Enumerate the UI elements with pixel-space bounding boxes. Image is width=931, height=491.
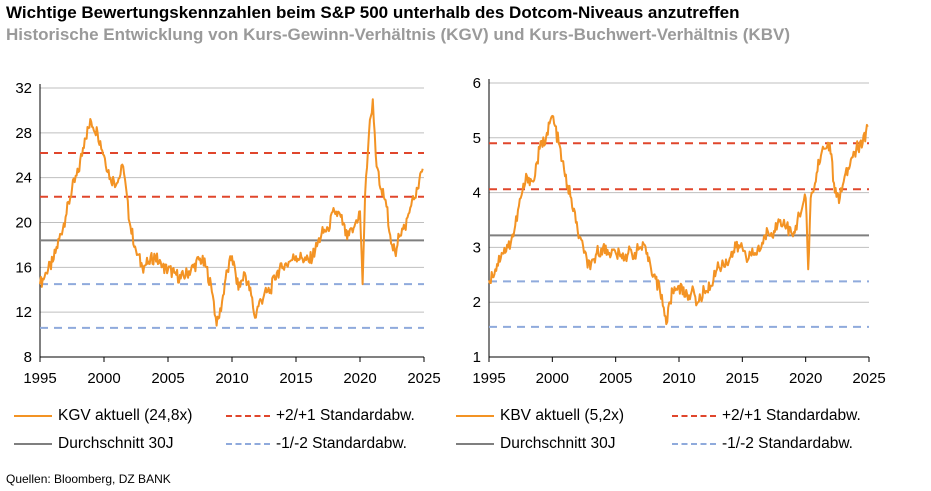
source-note: Quellen: Bloomberg, DZ BANK (6, 472, 171, 486)
x-tick-label: 2020 (343, 370, 376, 387)
x-tick-label: 2015 (279, 370, 312, 387)
x-tick-label: 2010 (662, 370, 695, 387)
kgv-chart: 8 12 16 20 24 28 32 1995 2000 2005 2010 2015 2020 202… (15, 80, 440, 387)
legend-swatch (456, 415, 494, 417)
x-tick-label: 1995 (472, 370, 505, 387)
y-tick-label: 1 (473, 349, 481, 366)
y-tick-label: 32 (15, 80, 32, 97)
legend-label: Durchschnitt 30J (58, 435, 174, 452)
y-tick-label: 12 (15, 304, 32, 321)
y-tick-label: 6 (473, 75, 481, 92)
legend-swatch (14, 443, 52, 445)
legend-label: +2/+1 Standardabw. (722, 407, 861, 424)
legend-swatch (226, 443, 270, 445)
x-tick-label: 2010 (215, 370, 248, 387)
y-tick-label: 4 (473, 185, 481, 202)
x-tick-label: 2000 (87, 370, 120, 387)
y-tick-label: 5 (473, 130, 481, 147)
x-tick-label: 2025 (852, 370, 885, 387)
y-tick-label: 3 (473, 239, 481, 256)
x-tick-label: 2000 (536, 370, 569, 387)
legend-kbv-actual: KBV aktuell (5,2x) (456, 407, 624, 425)
legend-label: Durchschnitt 30J (500, 435, 616, 452)
legend-kgv-actual: KGV aktuell (24,8x) (14, 407, 192, 425)
x-tick-label: 1995 (23, 370, 56, 387)
x-tick-label: 2020 (789, 370, 822, 387)
legend-swatch (226, 415, 270, 417)
legend-kbv-lower: -1/-2 Standardabw. (672, 435, 853, 453)
legend-kbv-upper: +2/+1 Standardabw. (672, 407, 861, 425)
actual-series-line (39, 98, 424, 327)
x-tick-label: 2005 (599, 370, 632, 387)
actual-series-line (488, 114, 869, 326)
legend-label: -1/-2 Standardabw. (276, 435, 407, 452)
legend-kgv-upper: +2/+1 Standardabw. (226, 407, 415, 425)
y-tick-label: 2 (473, 294, 481, 311)
chart-title: Wichtige Bewertungskennzahlen beim S&P 5… (6, 3, 740, 22)
legend-label: KBV aktuell (5,2x) (500, 407, 625, 424)
legend-kgv-lower: -1/-2 Standardabw. (226, 435, 407, 453)
legend-swatch (672, 415, 716, 417)
legend-label: +2/+1 Standardabw. (276, 407, 415, 424)
legend-swatch (14, 415, 52, 417)
chart-subtitle: Historische Entwicklung von Kurs-Gewinn-… (6, 25, 790, 44)
legend-swatch (456, 443, 494, 445)
y-tick-label: 16 (15, 259, 32, 276)
y-tick-label: 28 (15, 125, 32, 142)
y-tick-label: 8 (24, 349, 32, 366)
legend-kgv-mean: Durchschnitt 30J (14, 435, 173, 453)
x-tick-label: 2025 (407, 370, 440, 387)
legend-kbv-mean: Durchschnitt 30J (456, 435, 615, 453)
y-tick-label: 24 (15, 170, 32, 187)
y-tick-label: 20 (15, 215, 32, 232)
legend-label: -1/-2 Standardabw. (722, 435, 853, 452)
kbv-chart: 1 2 3 4 5 6 1995 2000 2005 2010 2015 2020 2025 (472, 75, 885, 387)
x-tick-label: 2005 (151, 370, 184, 387)
x-tick-label: 2015 (726, 370, 759, 387)
legend-swatch (672, 443, 716, 445)
legend-label: KGV aktuell (24,8x) (58, 407, 193, 424)
